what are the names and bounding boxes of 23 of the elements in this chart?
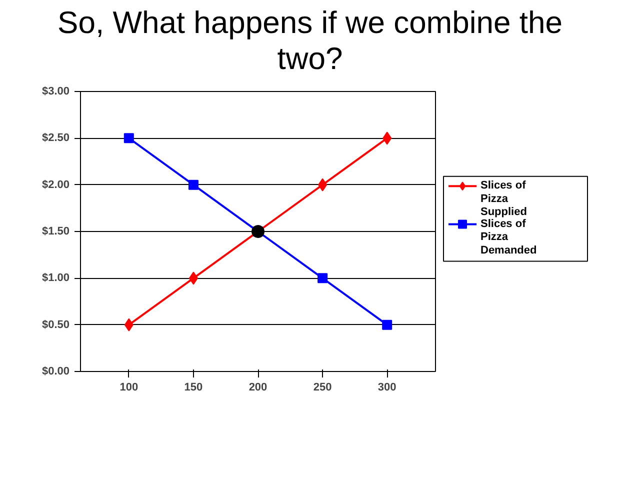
x-tick-label: 250 xyxy=(313,382,332,394)
y-tick-label: $1.00 xyxy=(42,272,70,284)
y-tick-label: $0.00 xyxy=(42,366,70,378)
x-tick-label: 200 xyxy=(248,382,268,394)
chart-title: So, What happens if we combine the two? xyxy=(56,5,564,76)
point xyxy=(318,273,328,284)
x-tick-label: 300 xyxy=(378,382,396,394)
x-tick-label: 100 xyxy=(120,382,138,394)
point xyxy=(188,180,198,190)
legend-label: Slices of Pizza Demanded xyxy=(480,218,537,257)
point xyxy=(318,178,328,192)
legend-label: Slices of Pizza Supplied xyxy=(480,180,527,218)
point xyxy=(382,320,392,330)
point xyxy=(124,133,134,144)
y-tick-label: $2.00 xyxy=(42,179,70,192)
y-tick-label: $1.50 xyxy=(42,226,70,238)
point xyxy=(124,318,134,332)
point xyxy=(382,132,392,145)
x-tick-label: 150 xyxy=(184,382,203,394)
y-tick-label: $0.50 xyxy=(42,319,70,332)
y-tick-label: $3.00 xyxy=(42,86,70,98)
point xyxy=(188,272,198,285)
y-tick-label: $2.50 xyxy=(42,132,70,144)
